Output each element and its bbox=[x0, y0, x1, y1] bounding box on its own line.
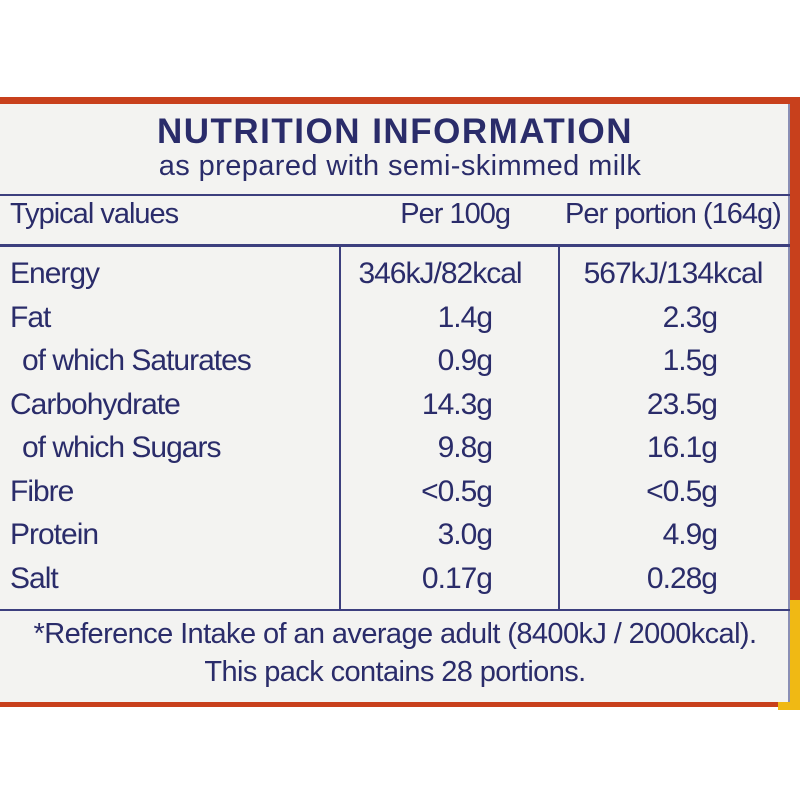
header-per-portion: Per portion (164g) bbox=[565, 198, 782, 230]
value-per-100g: 0.9g bbox=[437, 344, 493, 377]
nutrition-panel: NUTRITION INFORMATION as prepared with s… bbox=[0, 104, 790, 702]
nutrition-title: NUTRITION INFORMATION bbox=[156, 112, 634, 151]
value-per-portion: 16.1g bbox=[646, 431, 718, 464]
footnote-portions: This pack contains 28 portions. bbox=[204, 656, 586, 688]
nutrient-name: Salt bbox=[10, 562, 59, 595]
header-top-rule bbox=[0, 194, 790, 196]
value-per-portion: 23.5g bbox=[646, 388, 718, 421]
nutrient-name: Fat bbox=[10, 301, 51, 334]
value-per-100g: 346kJ/82kcal bbox=[358, 257, 522, 290]
value-per-100g: 14.3g bbox=[421, 388, 493, 421]
value-per-portion: 2.3g bbox=[662, 301, 718, 334]
column-divider-left bbox=[339, 244, 341, 609]
header-typical-values: Typical values bbox=[10, 198, 179, 230]
nutrient-name: Carbohydrate bbox=[10, 388, 181, 421]
value-per-portion: 1.5g bbox=[662, 344, 718, 377]
value-per-100g: 0.17g bbox=[421, 562, 493, 595]
nutrient-name: of which Saturates bbox=[22, 344, 252, 377]
value-per-100g: 1.4g bbox=[437, 301, 493, 334]
nutrient-name: Fibre bbox=[10, 475, 74, 508]
nutrient-name: Energy bbox=[10, 257, 100, 290]
column-divider-right bbox=[558, 244, 560, 609]
footnote-reference-intake: *Reference Intake of an average adult (8… bbox=[33, 618, 758, 650]
nutrient-name: Protein bbox=[10, 518, 99, 551]
value-per-portion: 4.9g bbox=[662, 518, 718, 551]
value-per-100g: 9.8g bbox=[437, 431, 493, 464]
value-per-portion: 0.28g bbox=[646, 562, 718, 595]
value-per-portion: 567kJ/134kcal bbox=[583, 257, 764, 290]
value-per-100g: 3.0g bbox=[437, 518, 493, 551]
header-bottom-rule bbox=[0, 244, 790, 247]
value-per-portion: <0.5g bbox=[646, 475, 718, 508]
nutrition-subtitle: as prepared with semi-skimmed milk bbox=[158, 150, 642, 182]
footer-rule bbox=[0, 609, 790, 611]
header-per-100g: Per 100g bbox=[400, 198, 511, 230]
nutrient-name: of which Sugars bbox=[22, 431, 221, 464]
value-per-100g: <0.5g bbox=[421, 475, 493, 508]
